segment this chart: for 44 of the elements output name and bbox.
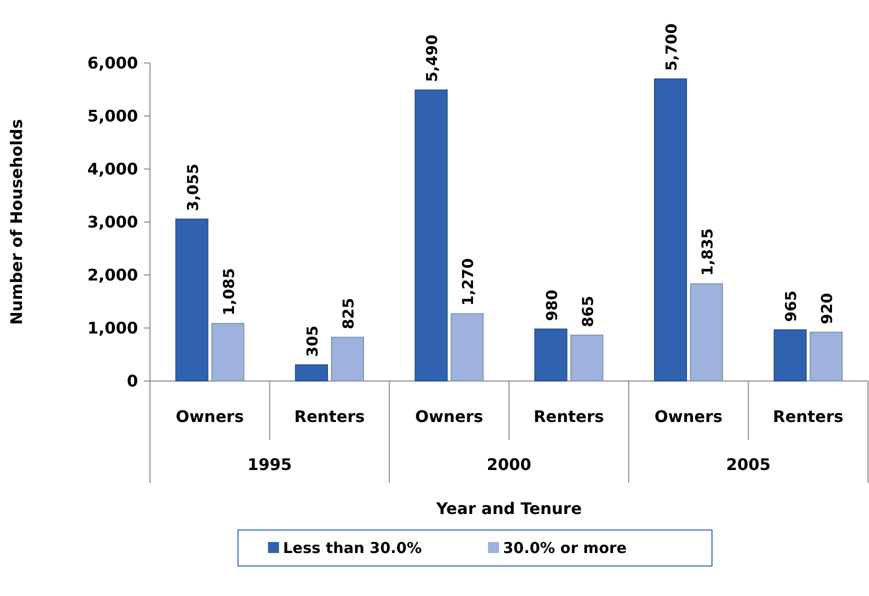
bar bbox=[810, 332, 843, 382]
data-label: 1,270 bbox=[459, 258, 478, 306]
bar bbox=[450, 313, 484, 382]
bar bbox=[534, 328, 568, 382]
y-tick-label: 6,000 bbox=[87, 54, 138, 73]
y-tick-label: 3,000 bbox=[87, 212, 138, 232]
data-label: 3,055 bbox=[184, 164, 202, 212]
y-tick-label: 0 bbox=[126, 372, 138, 391]
data-label: 865 bbox=[578, 296, 597, 328]
data-label: 1,835 bbox=[698, 228, 716, 276]
bar bbox=[211, 322, 244, 382]
text: 1995 bbox=[247, 455, 292, 474]
y-tick-label: 4,000 bbox=[87, 160, 138, 179]
x-tick-label: Renters bbox=[534, 407, 604, 426]
x-tick-label: Renters bbox=[294, 407, 365, 426]
data-label: 5,700 bbox=[662, 23, 680, 71]
bar bbox=[295, 364, 328, 382]
data-label: 965 bbox=[782, 290, 800, 322]
bar bbox=[331, 336, 364, 382]
x-axis-title: Year and Tenure bbox=[435, 499, 582, 518]
bar bbox=[654, 78, 687, 382]
text: 2000 bbox=[486, 455, 532, 474]
data-label: 305 bbox=[304, 326, 322, 357]
y-tick-label: 2,000 bbox=[87, 266, 138, 285]
bar bbox=[570, 334, 604, 382]
bar bbox=[774, 329, 807, 382]
x-tick-label: Renters bbox=[772, 407, 844, 426]
y-tick-label: 5,000 bbox=[87, 106, 138, 126]
x-tick-label: Owners bbox=[176, 407, 244, 426]
x-tick-label: Owners bbox=[654, 407, 723, 426]
data-label: 1,085 bbox=[220, 268, 238, 316]
legend-label: 30.0% or more bbox=[503, 539, 627, 557]
data-label: 5,490 bbox=[423, 34, 442, 82]
data-label: 920 bbox=[818, 292, 836, 324]
x-tick-label: Owners bbox=[415, 407, 484, 426]
y-tick-label: 1,000 bbox=[87, 318, 138, 338]
data-label: 825 bbox=[340, 298, 358, 330]
bar bbox=[690, 283, 723, 382]
bar bbox=[414, 90, 448, 382]
text: 2005 bbox=[726, 455, 771, 474]
bar bbox=[175, 218, 208, 382]
legend-label: Less than 30.0% bbox=[283, 539, 422, 557]
data-label: 980 bbox=[542, 290, 561, 322]
y-axis-title: Number of Households bbox=[7, 119, 26, 325]
